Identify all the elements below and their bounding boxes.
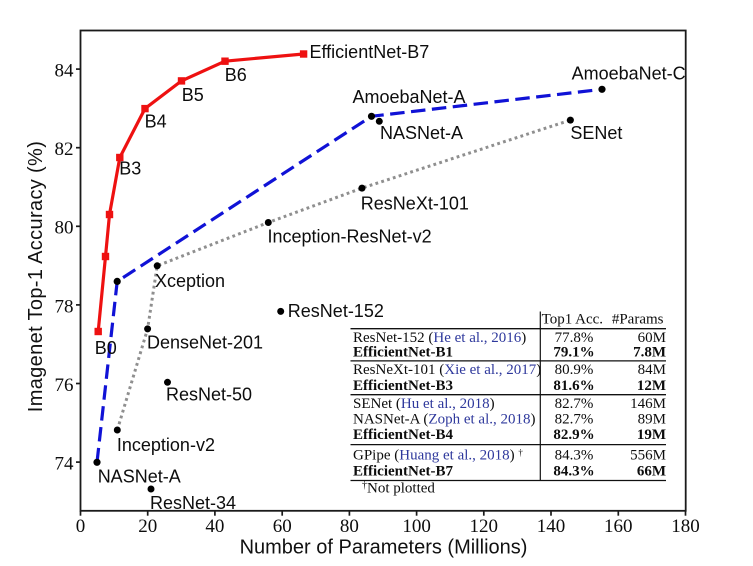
svg-text:NASNet-A: NASNet-A — [98, 467, 181, 487]
svg-text:80: 80 — [340, 516, 359, 537]
svg-text:20: 20 — [138, 516, 157, 537]
svg-text:Inception-ResNet-v2: Inception-ResNet-v2 — [268, 227, 432, 247]
svg-text:ResNet-152: ResNet-152 — [288, 301, 384, 321]
svg-text:82.7%: 82.7% — [555, 412, 594, 428]
svg-text:77.8%: 77.8% — [555, 330, 594, 346]
svg-text:0: 0 — [76, 516, 86, 537]
svg-text:Top1 Acc.: Top1 Acc. — [542, 312, 603, 328]
svg-text:DenseNet-201: DenseNet-201 — [147, 333, 263, 353]
svg-text:40: 40 — [205, 516, 224, 537]
svg-text:Xception: Xception — [155, 271, 225, 291]
svg-text:Inception-v2: Inception-v2 — [117, 435, 215, 455]
svg-text:120: 120 — [470, 516, 499, 537]
svg-text:ResNeXt-101: ResNeXt-101 — [361, 194, 469, 214]
svg-text:EfficientNet-B3: EfficientNet-B3 — [353, 378, 453, 394]
svg-text:B6: B6 — [225, 65, 247, 85]
svg-text:60: 60 — [273, 516, 292, 537]
svg-text:84.3%: 84.3% — [555, 448, 594, 464]
svg-text:74: 74 — [55, 454, 75, 475]
svg-text:NASNet-A (Zoph et al., 2018): NASNet-A (Zoph et al., 2018) — [353, 412, 536, 428]
svg-text:160: 160 — [604, 516, 633, 537]
svg-text:ResNeXt-101 (Xie et al., 2017): ResNeXt-101 (Xie et al., 2017) — [353, 362, 541, 378]
svg-text:180: 180 — [671, 516, 700, 537]
svg-text:EfficientNet-B1: EfficientNet-B1 — [353, 345, 453, 361]
svg-text:78: 78 — [55, 296, 74, 317]
svg-text:EfficientNet-B7: EfficientNet-B7 — [353, 464, 453, 480]
svg-text:556M: 556M — [630, 448, 666, 464]
svg-text:†Not plotted: †Not plotted — [362, 480, 435, 497]
svg-text:82.7%: 82.7% — [555, 396, 594, 412]
svg-text:B0: B0 — [95, 338, 117, 358]
svg-text:80.9%: 80.9% — [555, 362, 594, 378]
svg-text:79.1%: 79.1% — [553, 345, 594, 361]
svg-text:60M: 60M — [638, 330, 666, 346]
svg-text:80: 80 — [55, 218, 74, 239]
svg-text:89M: 89M — [638, 412, 666, 428]
svg-text:66M: 66M — [637, 464, 666, 480]
svg-text:19M: 19M — [637, 427, 666, 443]
svg-text:76: 76 — [55, 375, 74, 396]
svg-text:EfficientNet-B7: EfficientNet-B7 — [310, 42, 430, 62]
svg-text:ResNet-34: ResNet-34 — [150, 493, 236, 513]
svg-text:7.8M: 7.8M — [633, 345, 666, 361]
svg-text:Imagenet Top-1 Accuracy (%): Imagenet Top-1 Accuracy (%) — [25, 141, 47, 412]
svg-text:140: 140 — [537, 516, 566, 537]
svg-text:82: 82 — [55, 139, 74, 160]
svg-text:B4: B4 — [145, 111, 167, 131]
svg-text:B3: B3 — [119, 158, 141, 178]
svg-text:12M: 12M — [637, 378, 666, 394]
svg-text:SENet (Hu et al., 2018): SENet (Hu et al., 2018) — [353, 396, 495, 412]
svg-text:84: 84 — [55, 61, 75, 82]
svg-text:GPipe (Huang et al., 2018) †: GPipe (Huang et al., 2018) † — [353, 448, 523, 464]
svg-text:Number of Parameters (Millions: Number of Parameters (Millions) — [240, 537, 528, 559]
svg-text:SENet: SENet — [570, 123, 622, 143]
svg-text:100: 100 — [402, 516, 431, 537]
svg-text:ResNet-50: ResNet-50 — [166, 385, 252, 405]
svg-text:146M: 146M — [630, 396, 666, 412]
svg-text:84M: 84M — [638, 362, 666, 378]
svg-text:AmoebaNet-A: AmoebaNet-A — [353, 87, 466, 107]
svg-text:#Params: #Params — [612, 312, 664, 328]
svg-text:84.3%: 84.3% — [553, 464, 594, 480]
svg-text:B5: B5 — [182, 85, 204, 105]
svg-text:82.9%: 82.9% — [553, 427, 594, 443]
svg-text:ResNet-152 (He et al., 2016): ResNet-152 (He et al., 2016) — [353, 330, 526, 346]
svg-text:NASNet-A: NASNet-A — [380, 123, 463, 143]
svg-text:AmoebaNet-C: AmoebaNet-C — [572, 64, 686, 84]
svg-text:81.6%: 81.6% — [553, 378, 594, 394]
svg-text:EfficientNet-B4: EfficientNet-B4 — [353, 427, 453, 443]
